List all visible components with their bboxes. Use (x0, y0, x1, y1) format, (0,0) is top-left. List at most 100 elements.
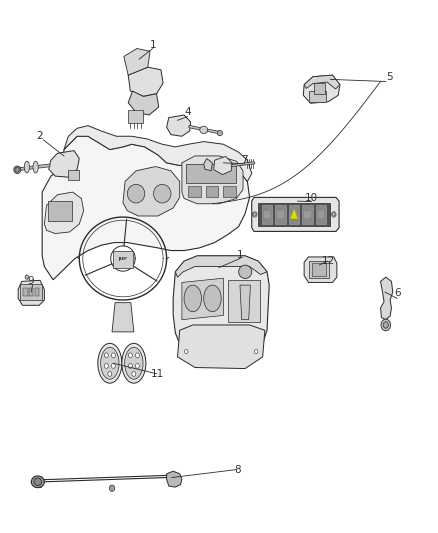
Bar (20, 284, 42, 300)
Polygon shape (177, 325, 265, 368)
Bar (312, 263, 326, 276)
Bar (23, 288, 28, 296)
Polygon shape (128, 67, 163, 96)
Ellipse shape (254, 213, 256, 216)
Ellipse shape (111, 364, 115, 368)
Polygon shape (166, 115, 191, 136)
Text: 1: 1 (149, 40, 156, 50)
Bar (289, 205, 299, 224)
Bar (188, 185, 201, 197)
Polygon shape (303, 75, 340, 103)
Polygon shape (42, 136, 250, 280)
Text: 5: 5 (386, 72, 392, 82)
Ellipse shape (104, 364, 108, 368)
Polygon shape (173, 256, 269, 364)
Bar (316, 205, 326, 224)
Ellipse shape (15, 167, 19, 172)
Bar (276, 205, 286, 224)
Text: 10: 10 (305, 193, 318, 203)
Bar (128, 110, 144, 123)
Bar (228, 280, 261, 322)
Polygon shape (124, 49, 150, 75)
Text: 4: 4 (184, 107, 191, 117)
Ellipse shape (253, 212, 257, 217)
Ellipse shape (111, 353, 115, 358)
Polygon shape (182, 156, 243, 204)
Polygon shape (381, 277, 393, 320)
Ellipse shape (135, 364, 139, 368)
Polygon shape (49, 151, 79, 177)
Polygon shape (123, 166, 180, 216)
Text: 6: 6 (395, 288, 401, 298)
Bar (206, 185, 218, 197)
Polygon shape (18, 280, 44, 305)
Text: JEEP: JEEP (119, 257, 127, 261)
Ellipse shape (24, 161, 29, 173)
Bar (308, 91, 326, 102)
Polygon shape (182, 278, 223, 320)
Bar (186, 164, 237, 182)
Ellipse shape (200, 126, 208, 134)
Ellipse shape (34, 478, 42, 486)
Text: 8: 8 (234, 465, 240, 474)
Bar (258, 203, 330, 226)
Bar (309, 261, 329, 278)
Bar (277, 211, 284, 217)
Bar (35, 288, 39, 296)
Ellipse shape (31, 476, 44, 488)
Ellipse shape (135, 353, 139, 358)
Ellipse shape (108, 372, 112, 376)
Bar (29, 288, 33, 296)
Ellipse shape (127, 184, 145, 203)
Ellipse shape (132, 372, 136, 376)
Ellipse shape (239, 265, 252, 278)
Polygon shape (44, 192, 84, 233)
Ellipse shape (25, 275, 28, 279)
Ellipse shape (125, 348, 143, 379)
Ellipse shape (332, 212, 336, 217)
Text: 2: 2 (37, 131, 43, 141)
Polygon shape (166, 471, 182, 487)
Polygon shape (175, 256, 267, 277)
Ellipse shape (184, 350, 188, 354)
Ellipse shape (33, 161, 38, 173)
Bar (318, 211, 324, 217)
Ellipse shape (381, 319, 391, 331)
Ellipse shape (254, 350, 258, 354)
Text: 12: 12 (321, 256, 335, 266)
Ellipse shape (101, 348, 119, 379)
Ellipse shape (204, 285, 221, 312)
Ellipse shape (98, 343, 122, 383)
Ellipse shape (383, 322, 389, 328)
Polygon shape (64, 126, 252, 181)
Polygon shape (240, 285, 251, 320)
Ellipse shape (153, 184, 171, 203)
Ellipse shape (128, 364, 132, 368)
Bar (264, 211, 270, 217)
Text: 11: 11 (151, 369, 165, 379)
Ellipse shape (110, 485, 115, 491)
Ellipse shape (217, 131, 223, 136)
Polygon shape (128, 91, 159, 115)
Bar (113, 251, 133, 268)
Polygon shape (304, 257, 337, 282)
Polygon shape (214, 157, 232, 174)
Polygon shape (204, 159, 212, 171)
Polygon shape (252, 197, 339, 231)
Bar (48, 201, 72, 221)
Text: 7: 7 (241, 155, 247, 165)
Ellipse shape (184, 285, 201, 312)
Polygon shape (112, 303, 134, 332)
Bar (302, 205, 313, 224)
Ellipse shape (14, 166, 21, 173)
Bar (304, 211, 311, 217)
Ellipse shape (128, 353, 132, 358)
Polygon shape (304, 75, 340, 89)
Ellipse shape (104, 353, 108, 358)
Ellipse shape (332, 213, 335, 216)
Text: 1: 1 (237, 250, 243, 260)
Bar (68, 170, 79, 180)
Polygon shape (290, 209, 297, 219)
Text: 9: 9 (27, 277, 34, 286)
Ellipse shape (122, 343, 146, 383)
